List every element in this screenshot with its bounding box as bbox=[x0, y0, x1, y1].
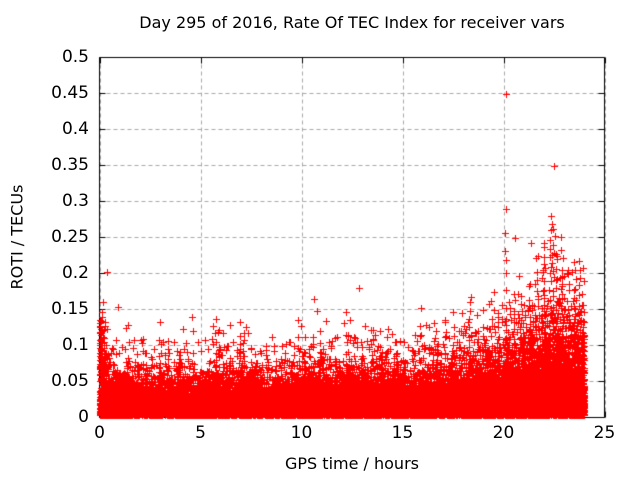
x-tick-label: 15 bbox=[391, 423, 414, 443]
x-axis-label: GPS time / hours bbox=[285, 454, 419, 473]
x-tick-label: 0 bbox=[94, 423, 105, 443]
y-tick-label: 0 bbox=[78, 407, 89, 427]
y-tick-label: 0.5 bbox=[61, 47, 89, 67]
y-tick-label: 0.2 bbox=[61, 263, 89, 283]
x-tick-label: 20 bbox=[492, 423, 515, 443]
y-tick-label: 0.15 bbox=[51, 299, 89, 319]
y-tick-label: 0.1 bbox=[61, 335, 89, 355]
x-tick-label: 5 bbox=[195, 423, 206, 443]
y-tick-label: 0.45 bbox=[51, 83, 89, 103]
y-tick-label: 0.35 bbox=[51, 155, 89, 175]
x-tick-label: 25 bbox=[593, 423, 616, 443]
y-tick-label: 0.4 bbox=[61, 119, 89, 139]
x-tick-label: 10 bbox=[290, 423, 313, 443]
chart-title: Day 295 of 2016, Rate Of TEC Index for r… bbox=[139, 13, 565, 32]
y-tick-label: 0.25 bbox=[51, 227, 89, 247]
y-tick-label: 0.05 bbox=[51, 371, 89, 391]
y-tick-label: 0.3 bbox=[61, 191, 89, 211]
